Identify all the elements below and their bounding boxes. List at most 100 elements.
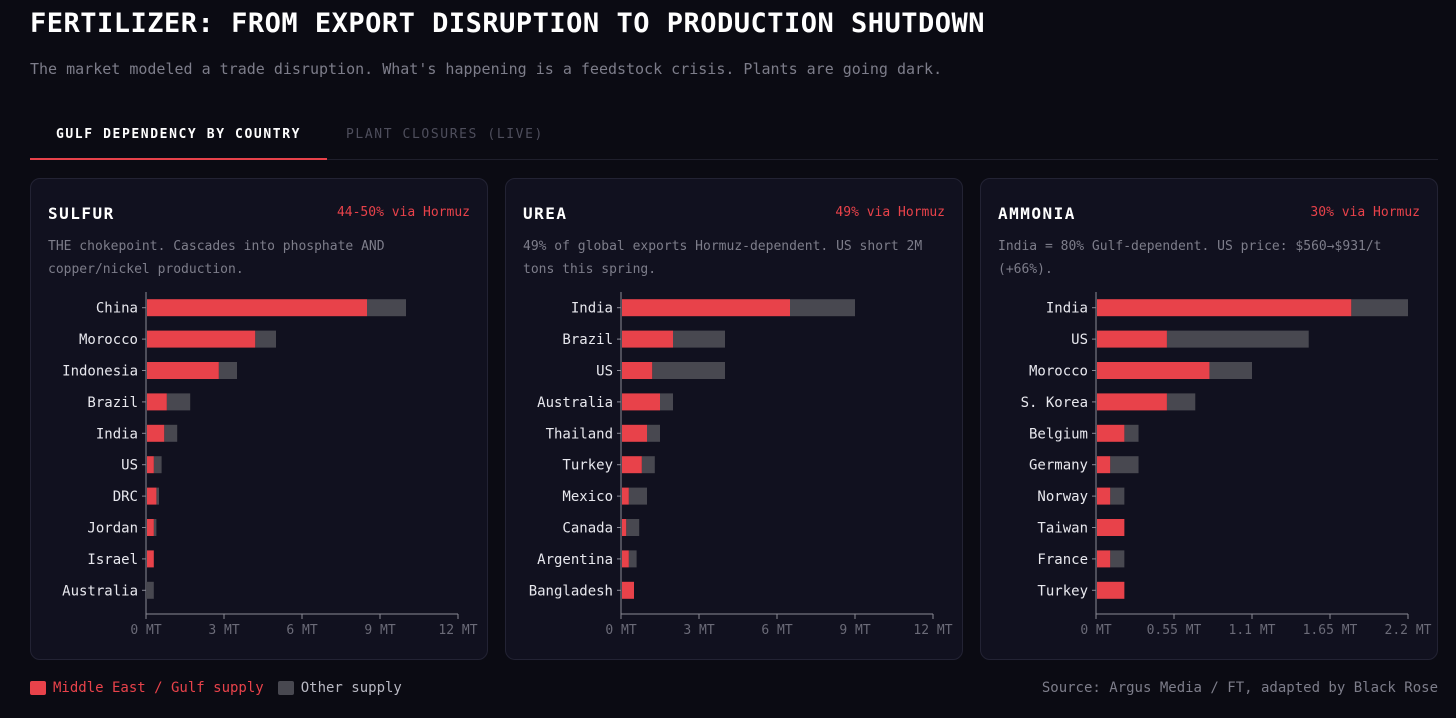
other-supply-bar (1209, 362, 1252, 379)
card-description: THE chokepoint. Cascades into phosphate … (48, 239, 385, 277)
other-supply-bar (1166, 330, 1309, 348)
other-supply-bar (641, 456, 655, 474)
gulf-supply-bar (622, 487, 629, 505)
other-supply-bar (790, 299, 855, 317)
other-supply-bar (156, 487, 159, 505)
category-label: Norway (1037, 489, 1088, 505)
gulf-supply-bar (622, 393, 660, 411)
x-tick-label: 9 MT (364, 623, 395, 638)
category-label: Australia (537, 395, 613, 411)
other-supply-bar (1110, 487, 1125, 505)
gulf-supply-bar (1097, 550, 1111, 568)
category-label: US (121, 458, 138, 474)
category-label: Germany (1029, 458, 1088, 474)
other-swatch (277, 681, 294, 695)
gulf-supply-bar (1097, 487, 1111, 505)
gulf-supply-bar (1097, 330, 1167, 348)
category-label: US (596, 364, 613, 380)
category-label: Canada (562, 521, 613, 537)
urea-chart: 0 MT 3 MT 6 MT 9 MT 12 MT India Brazil US Austra… (529, 292, 953, 638)
x-tick-label: 0 MT (130, 623, 161, 638)
gulf-supply-bar (622, 550, 629, 568)
hormuz-share-badge: 44-50% via Hormuz (336, 205, 470, 220)
x-tick-label: 1.65 MT (1303, 623, 1358, 638)
gulf-supply-bar (1097, 299, 1352, 317)
gulf-supply-bar (1097, 393, 1167, 411)
other-supply-bar (628, 487, 647, 505)
card-description: 49% of global exports Hormuz-dependent. … (523, 239, 923, 277)
gulf-supply-bar (147, 424, 165, 442)
category-label: US (1071, 332, 1088, 348)
category-label: Indonesia (62, 364, 138, 380)
category-label: Morocco (1029, 364, 1088, 380)
category-label: India (1046, 301, 1088, 317)
other-supply-bar (153, 519, 157, 536)
category-label: France (1037, 552, 1088, 568)
other-supply-bar (1110, 550, 1125, 568)
other-supply-bar (628, 550, 637, 568)
page-subtitle: The market modeled a trade disruption. W… (30, 60, 943, 78)
category-label: India (96, 426, 138, 442)
gulf-supply-bar (1097, 581, 1125, 599)
other-supply-bar (218, 362, 237, 379)
other-supply-bar (1351, 299, 1408, 317)
gulf-supply-bar (147, 393, 167, 411)
legend-other-label: Other supply (300, 680, 402, 696)
gulf-supply-bar (622, 581, 634, 599)
other-supply-bar (367, 299, 406, 317)
category-label: India (571, 301, 613, 317)
urea-card: UREA 49% via Hormuz 49% of global export… (505, 178, 963, 660)
other-supply-bar (164, 424, 178, 442)
gulf-supply-bar (1097, 362, 1210, 379)
gulf-supply-bar (622, 519, 627, 536)
x-tick-label: 3 MT (683, 623, 714, 638)
legend-gulf-label: Middle East / Gulf supply (53, 680, 264, 696)
category-label: China (96, 301, 138, 317)
x-tick-label: 12 MT (913, 623, 952, 638)
gulf-supply-bar (1097, 519, 1125, 536)
x-tick-label: 12 MT (438, 623, 477, 638)
x-tick-label: 0 MT (1080, 623, 1111, 638)
category-label: Australia (62, 583, 138, 599)
tab-plant-closures[interactable]: PLANT CLOSURES (LIVE) (346, 127, 544, 142)
category-label: Turkey (562, 458, 613, 474)
other-supply-bar (1166, 393, 1196, 411)
x-tick-label: 3 MT (208, 623, 239, 638)
category-label: Belgium (1029, 426, 1088, 442)
other-supply-bar (255, 330, 276, 348)
other-supply-bar (1124, 424, 1139, 442)
other-supply-bar (647, 424, 660, 442)
category-label: DRC (113, 489, 138, 505)
sulfur-card: SULFUR 44-50% via Hormuz THE chokepoint.… (30, 178, 488, 660)
card-title: AMMONIA (998, 204, 1076, 223)
category-label: Mexico (562, 489, 613, 505)
category-label: Thailand (546, 426, 613, 442)
x-tick-label: 6 MT (761, 623, 792, 638)
ammonia-card: AMMONIA 30% via Hormuz India = 80% Gulf-… (980, 178, 1438, 660)
gulf-supply-bar (622, 362, 653, 379)
other-supply-bar (626, 519, 640, 536)
page-title: FERTILIZER: FROM EXPORT DISRUPTION TO PR… (30, 8, 986, 39)
card-title: SULFUR (48, 204, 115, 223)
x-tick-label: 6 MT (286, 623, 317, 638)
category-label: Brazil (562, 332, 613, 348)
category-label: Morocco (79, 332, 138, 348)
x-tick-label: 0.55 MT (1147, 623, 1202, 638)
gulf-supply-bar (622, 299, 790, 317)
other-supply-bar (673, 330, 725, 348)
gulf-supply-bar (147, 487, 157, 505)
x-tick-label: 1.1 MT (1229, 623, 1276, 638)
x-tick-label: 0 MT (605, 623, 636, 638)
hormuz-share-badge: 49% via Hormuz (835, 205, 945, 220)
tab-bar: GULF DEPENDENCY BY COUNTRY PLANT CLOSURE… (30, 112, 1438, 160)
category-label: Argentina (537, 552, 613, 568)
ammonia-chart: 0 MT 0.55 MT 1.1 MT 1.65 MT 2.2 MT India US Mor… (1021, 292, 1432, 638)
gulf-supply-bar (147, 550, 154, 568)
other-supply-bar (153, 456, 162, 474)
other-supply-bar (660, 393, 673, 411)
gulf-swatch (30, 681, 46, 695)
other-supply-bar (652, 362, 725, 379)
tab-gulf-dependency[interactable]: GULF DEPENDENCY BY COUNTRY (30, 112, 327, 160)
legend: Middle East / Gulf supply Other supply (30, 678, 402, 698)
